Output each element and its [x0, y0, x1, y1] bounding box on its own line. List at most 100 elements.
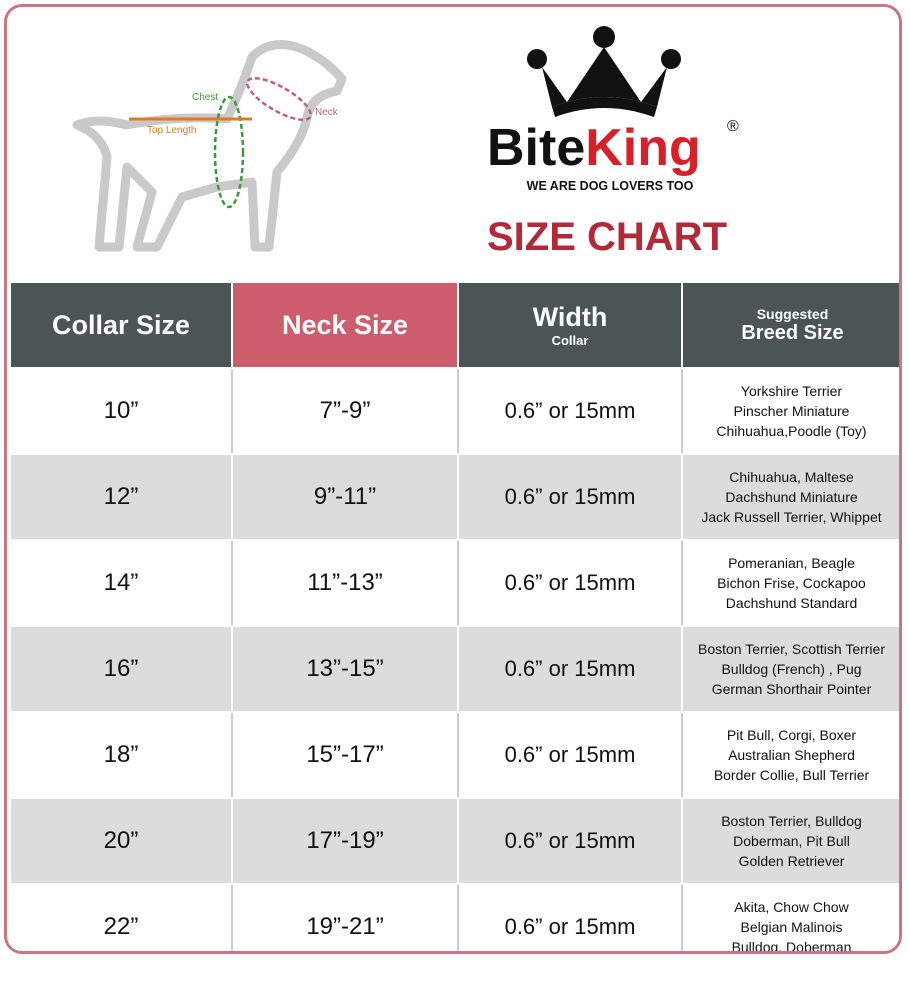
collar-size: 12”: [103, 483, 139, 510]
breed-line: Yorkshire Terrier: [740, 383, 843, 399]
title: SIZE CHART: [487, 215, 727, 259]
cell: 0.6” or 15mm: [459, 369, 683, 453]
neck-measure: [246, 76, 312, 122]
breed-line: Bulldog (French) , Pug: [721, 661, 862, 677]
header-cell: Suggested Breed Size: [683, 283, 899, 367]
width: 0.6” or 15mm: [504, 570, 636, 595]
breed-line: Dachshund Miniature: [725, 489, 858, 505]
table-row: 16” 13”-15” 0.6” or 15mm Boston Terrier, Sc…: [11, 627, 899, 713]
breed-line: Pinscher Miniature: [733, 403, 850, 419]
cell: 7”-9”: [233, 369, 459, 453]
cell: 0.6” or 15mm: [459, 541, 683, 625]
registered-mark: ®: [727, 118, 739, 135]
breed-line: Boston Terrier, Scottish Terrier: [697, 641, 885, 657]
breed-line: German Shorthair Pointer: [711, 681, 872, 697]
size-table: Collar Size Neck Size Width Collar Suggested…: [11, 283, 899, 954]
breed-line: Australian Shepherd: [728, 747, 855, 763]
header-main: Collar Size: [51, 309, 191, 340]
cell: 12”: [11, 455, 233, 539]
neck-size: 13”-15”: [306, 655, 384, 682]
brand-bite: Bite: [487, 119, 585, 177]
breed-line: Border Collie, Bull Terrier: [713, 767, 870, 783]
header-cell: Neck Size: [233, 283, 459, 367]
header-row: Collar Size Neck Size Width Collar Suggested…: [11, 283, 899, 369]
breed-line: Akita, Chow Chow: [734, 899, 849, 915]
cell: Chihuahua, Maltese Dachshund Miniature Jac…: [683, 455, 899, 539]
breed-line: Doberman, Pit Bull: [733, 833, 850, 849]
table-row: 14” 11”-13” 0.6” or 15mm Pomeranian, Beagle…: [11, 541, 899, 627]
neck-size: 7”-9”: [319, 397, 371, 424]
header-sub: Collar: [551, 333, 589, 348]
cell: 17”-19”: [233, 799, 459, 883]
cell: 14”: [11, 541, 233, 625]
cell: 0.6” or 15mm: [459, 455, 683, 539]
breed-line: Dachshund Standard: [725, 595, 858, 611]
table-row: 12” 9”-11” 0.6” or 15mm Chihuahua, Maltese D…: [11, 455, 899, 541]
header-main: Breed Size: [741, 321, 844, 344]
neck-size: 11”-13”: [307, 569, 383, 596]
cell: 18”: [11, 713, 233, 797]
breed-line: Golden Retriever: [738, 853, 845, 869]
cell: 13”-15”: [233, 627, 459, 711]
diagram-label: Chest: [192, 92, 218, 103]
cell: 20”: [11, 799, 233, 883]
dog-outline: [72, 40, 347, 252]
cell: 9”-11”: [233, 455, 459, 539]
collar-size: 20”: [103, 827, 139, 854]
cell: Akita, Chow Chow Belgian Malinois Bulldog,…: [683, 885, 899, 954]
cell: Pomeranian, Beagle Bichon Frise, Cockapoo…: [683, 541, 899, 625]
cell: 19”-21”: [233, 885, 459, 951]
breed-line: Bichon Frise, Cockapoo: [717, 575, 866, 591]
breed-line: Bulldog, Doberman: [731, 939, 852, 954]
crown: [527, 26, 681, 117]
table-row: 18” 15”-17” 0.6” or 15mm Pit Bull, Corgi, B…: [11, 713, 899, 799]
width: 0.6” or 15mm: [504, 484, 636, 509]
table-row: 20” 17”-19” 0.6” or 15mm Boston Terrier, Bu…: [11, 799, 899, 885]
collar-size: 16”: [103, 655, 139, 682]
width: 0.6” or 15mm: [504, 828, 636, 853]
cell: 11”-13”: [233, 541, 459, 625]
cell: Yorkshire Terrier Pinscher Miniature Chihu…: [683, 369, 899, 453]
neck-size: 9”-11”: [313, 483, 377, 510]
cell: 22”: [11, 885, 233, 951]
cell: Boston Terrier, Bulldog Doberman, Pit Bul…: [683, 799, 899, 883]
width: 0.6” or 15mm: [504, 742, 636, 767]
width: 0.6” or 15mm: [504, 398, 636, 423]
cell: 0.6” or 15mm: [459, 799, 683, 883]
breed-line: Chihuahua, Maltese: [729, 469, 854, 485]
breed-line: Jack Russell Terrier, Whippet: [701, 509, 882, 525]
header-pre: Suggested: [756, 305, 829, 322]
collar-size: 22”: [103, 913, 139, 940]
collar-size: 10”: [103, 397, 139, 424]
cell: 15”-17”: [233, 713, 459, 797]
header-cell: Width Collar: [459, 283, 683, 367]
diagram-label: Top Length: [147, 125, 197, 136]
cell: 0.6” or 15mm: [459, 885, 683, 951]
breed-line: Pomeranian, Beagle: [728, 555, 855, 571]
neck-size: 15”-17”: [306, 741, 384, 768]
brand-name: BiteKing: [487, 119, 701, 177]
frame: Chest Neck Top Length BiteKing ® WE ARE …: [4, 4, 902, 954]
breed-line: Boston Terrier, Bulldog: [721, 813, 862, 829]
collar-size: 18”: [103, 741, 139, 768]
cell: Pit Bull, Corgi, Boxer Australian Shepher…: [683, 713, 899, 797]
tagline: WE ARE DOG LOVERS TOO: [527, 179, 694, 193]
breed-line: Pit Bull, Corgi, Boxer: [726, 727, 857, 743]
header-main: Width: [532, 302, 608, 332]
cell: 16”: [11, 627, 233, 711]
breed-line: Chihuahua,Poodle (Toy): [716, 423, 867, 439]
cell: 0.6” or 15mm: [459, 713, 683, 797]
neck-size: 17”-19”: [306, 827, 384, 854]
header-main: Neck Size: [281, 309, 409, 340]
neck-size: 19”-21”: [306, 913, 384, 940]
breed-line: Belgian Malinois: [740, 919, 843, 935]
table-row: 22” 19”-21” 0.6” or 15mm Akita, Chow Chow Be…: [11, 885, 899, 954]
width: 0.6” or 15mm: [504, 656, 636, 681]
header-art: Chest Neck Top Length BiteKing ® WE ARE …: [72, 26, 739, 259]
table-row: 10” 7”-9” 0.6” or 15mm Yorkshire Terrier Pin…: [11, 369, 899, 455]
cell: 0.6” or 15mm: [459, 627, 683, 711]
diagram-label: Neck: [315, 107, 339, 118]
chest-measure: [213, 95, 245, 209]
collar-size: 14”: [103, 569, 139, 596]
cell: Boston Terrier, Scottish Terrier Bulldog …: [683, 627, 899, 711]
